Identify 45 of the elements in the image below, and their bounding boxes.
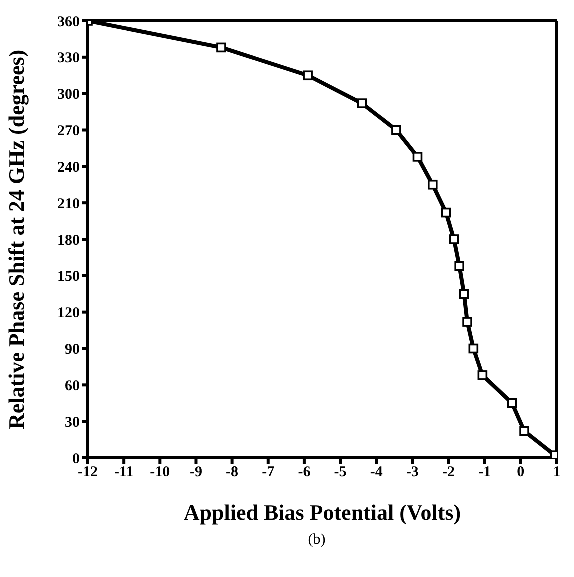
point	[216, 42, 226, 53]
x-tick-label: -1	[478, 464, 492, 481]
x-tick-label: -10	[150, 464, 170, 481]
y-tick-label: 120	[58, 306, 80, 322]
y-tick-label: 330	[58, 50, 80, 67]
point	[449, 234, 460, 244]
y-tick-label: 150	[58, 269, 80, 286]
y-tick-label: 0	[72, 451, 80, 468]
x-tick-label: -4	[370, 464, 384, 481]
point	[462, 317, 472, 327]
point	[459, 289, 470, 300]
x-axis-title: Applied Bias Potential (Volts)	[184, 500, 462, 525]
point	[520, 426, 530, 436]
y-tick-label: 360	[58, 14, 80, 30]
y-tick-label: 210	[58, 196, 80, 212]
point	[454, 261, 464, 272]
y-axis-title: Relative Phase Shift at 24 GHz (degrees)	[4, 50, 29, 430]
y-tick-label: 60	[65, 378, 80, 394]
x-tick-label: -2	[442, 464, 456, 481]
point	[478, 370, 488, 380]
x-tick-label: 1	[553, 464, 561, 481]
x-tick-label: -11	[114, 464, 134, 481]
text: (b)	[307, 532, 327, 549]
x-tick-label: -6	[298, 464, 312, 481]
y-tick-label: 90	[65, 342, 80, 358]
x-tick-label: 0	[517, 464, 525, 481]
point	[357, 98, 368, 108]
y-tick-label: 30	[65, 414, 80, 431]
x-tick-label: -5	[334, 464, 347, 481]
x-tick-label: -8	[226, 464, 239, 481]
point	[412, 152, 423, 162]
y-tick-label: 270	[58, 124, 80, 140]
point	[392, 125, 402, 136]
x-tick-label: -12	[78, 464, 98, 481]
point	[507, 398, 518, 408]
y-tick-label: 240	[58, 160, 80, 176]
x-tick-label: -3	[406, 464, 419, 481]
x-tick-label: -7	[262, 464, 276, 481]
x-tick-label: -9	[190, 464, 202, 481]
point	[303, 70, 313, 81]
point	[468, 344, 479, 354]
y-tick-label: 180	[58, 232, 80, 249]
point	[441, 208, 452, 218]
y-tick-label: 300	[58, 87, 80, 104]
point	[428, 180, 438, 190]
